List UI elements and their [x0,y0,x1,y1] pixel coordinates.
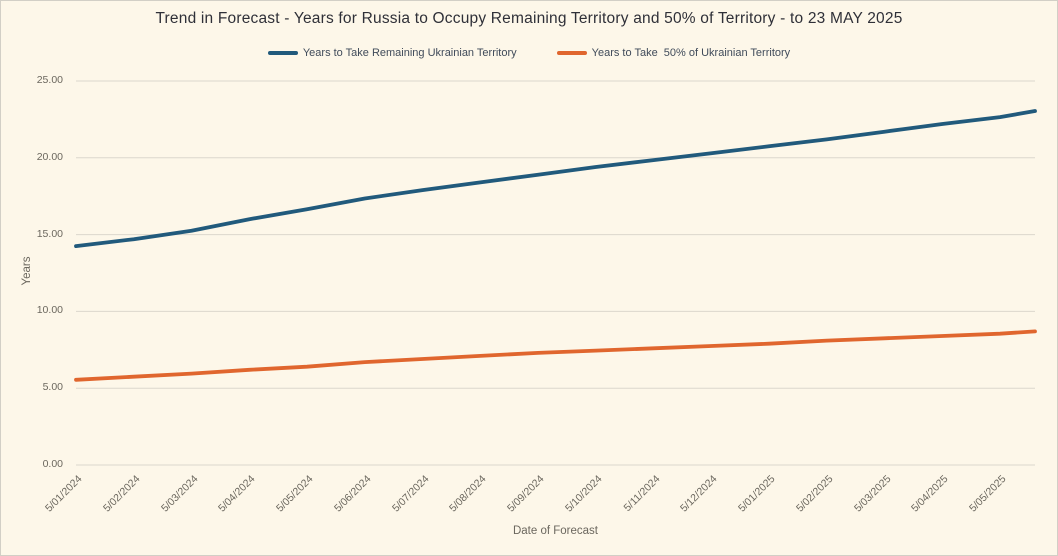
legend-swatch-fifty-percent-icon [556,51,587,55]
y-axis-title: Years [21,256,33,286]
y-tick-label: 20.00 [36,150,63,163]
legend-item-remaining-territory: Years to Take Remaining Ukrainian Territ… [267,47,517,59]
y-axis-tick-labels: 0.00 5.00 10.00 15.00 20.00 25.00 [1,1,63,555]
legend: Years to Take Remaining Ukrainian Territ… [1,47,1057,59]
y-tick-label: 15.00 [36,227,63,240]
x-tick-label: 5/01/2024 [42,473,85,515]
legend-item-fifty-percent: Years to Take 50% of Ukrainian Territory [556,47,791,59]
legend-swatch-remaining-territory-icon [267,51,298,55]
legend-label-fifty-percent: Years to Take 50% of Ukrainian Territory [591,47,791,59]
legend-label-remaining-territory: Years to Take Remaining Ukrainian Territ… [302,47,517,59]
y-tick-label: 0.00 [42,458,63,470]
y-tick-label: 25.00 [36,74,63,86]
chart-title: Trend in Forecast - Years for Russia to … [155,10,903,27]
x-axis-title: Date of Forecast [512,525,598,537]
y-tick-label: 10.00 [36,304,63,317]
y-tick-label: 5.00 [42,381,63,394]
